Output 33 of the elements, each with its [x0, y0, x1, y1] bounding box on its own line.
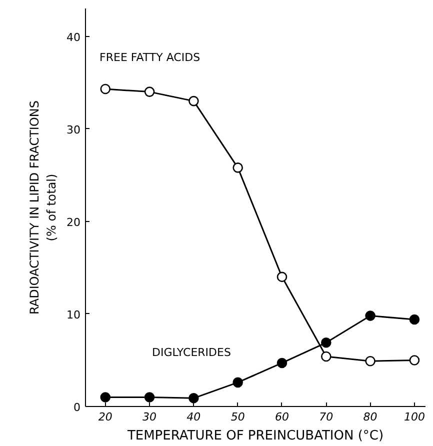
point	[100, 84, 111, 94]
point	[232, 377, 243, 388]
y-axis-title: RADIOACTIVITY IN LIPID FRACTIONS (% of total)	[28, 100, 59, 314]
x-tick-label: 60	[274, 410, 289, 424]
point	[409, 355, 420, 366]
point	[321, 351, 332, 362]
point	[232, 162, 243, 173]
point	[188, 96, 199, 106]
point	[188, 393, 199, 404]
x-tick-label: 20	[98, 410, 112, 424]
x-tick-label: 50	[230, 410, 245, 424]
series-label: FREE FATTY ACIDS	[100, 50, 200, 64]
x-tick-label: 40	[186, 410, 201, 424]
point	[321, 337, 332, 348]
y-tick-label: 30	[66, 123, 81, 136]
point	[144, 86, 155, 97]
point	[365, 356, 376, 366]
x-axis-title: TEMPERATURE OF PREINCUBATION (°C)	[126, 428, 384, 444]
x-tick-label: 80	[363, 410, 378, 424]
point	[276, 272, 288, 282]
y-tick-label: 20	[66, 216, 81, 229]
x-tick-label: 30	[142, 410, 157, 424]
y-tick-label: 40	[66, 30, 81, 44]
point	[144, 392, 155, 402]
point	[409, 314, 420, 325]
y-tick-label: 0	[74, 401, 80, 414]
x-tick-label: 70	[319, 410, 334, 424]
point	[365, 310, 376, 321]
point	[276, 358, 288, 368]
x-tick-label: 100	[404, 410, 425, 424]
series-label: DIGLYCERIDES	[152, 346, 231, 359]
y-tick-label: 10	[66, 308, 81, 322]
point	[100, 392, 111, 402]
